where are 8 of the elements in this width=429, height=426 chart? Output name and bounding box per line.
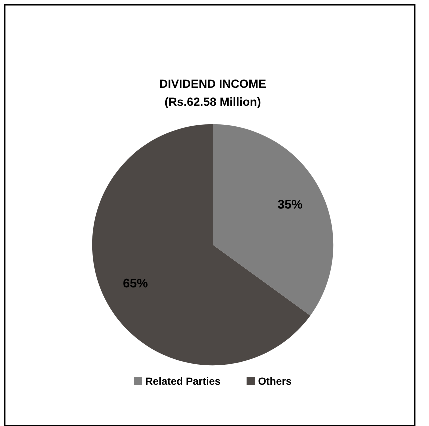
pie-slice: [213, 124, 334, 316]
chart-title: DIVIDEND INCOME: [160, 80, 266, 88]
legend-label: Related Parties: [146, 377, 220, 386]
data-label: 35%: [278, 200, 303, 209]
legend-label: Others: [258, 377, 292, 386]
chart-subtitle: (Rs.62.58 Million): [165, 98, 261, 108]
data-label: 65%: [124, 278, 148, 288]
pie-slice: [92, 124, 311, 366]
